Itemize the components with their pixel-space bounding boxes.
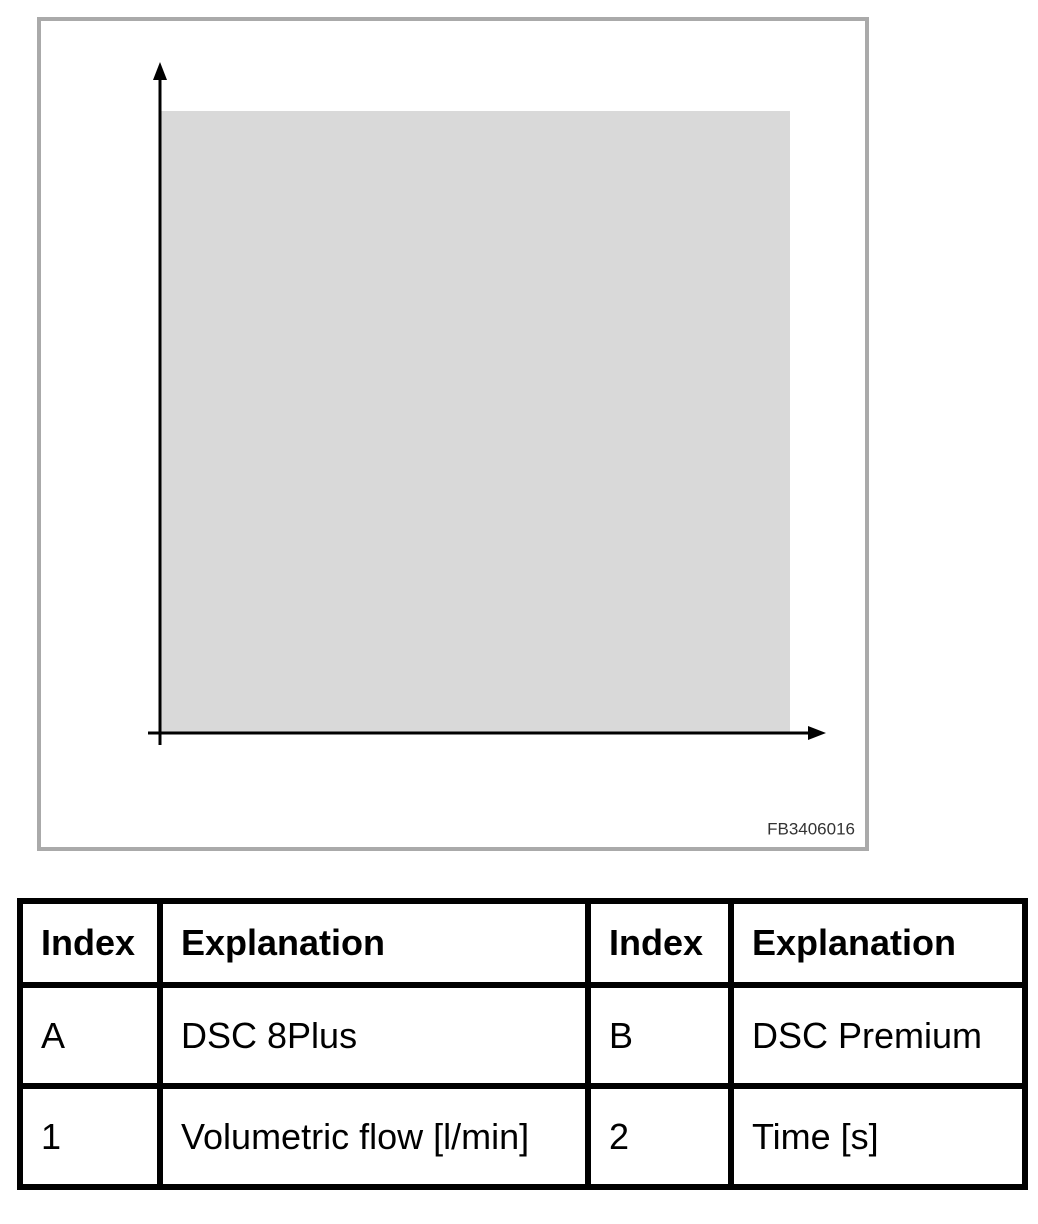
cell: 1 (17, 1083, 163, 1190)
figure-code: FB3406016 (767, 819, 855, 838)
cell: DSC 8Plus (157, 982, 591, 1089)
cell: Volumetric flow [l/min] (157, 1083, 591, 1190)
cell: Time [s] (728, 1083, 1028, 1190)
cell: B (585, 982, 734, 1089)
x-axis-arrow (808, 726, 826, 740)
legend-table: Index Explanation Index Explanation A DS… (17, 898, 1028, 1190)
table-header: Index Explanation Index Explanation (17, 898, 1028, 988)
cell: DSC Premium (728, 982, 1028, 1089)
cell: A (17, 982, 163, 1089)
table-row: 1 Volumetric flow [l/min] 2 Time [s] (17, 1083, 1028, 1190)
axes (148, 62, 826, 745)
y-axis-arrow (153, 62, 167, 80)
header-cell: Explanation (157, 898, 591, 988)
chart: FB3406016 (37, 17, 869, 851)
plot-area (160, 111, 790, 733)
header-cell: Explanation (728, 898, 1028, 988)
cell: 2 (585, 1083, 734, 1190)
header-cell: Index (17, 898, 163, 988)
table-row: A DSC 8Plus B DSC Premium (17, 982, 1028, 1089)
header-cell: Index (585, 898, 734, 988)
